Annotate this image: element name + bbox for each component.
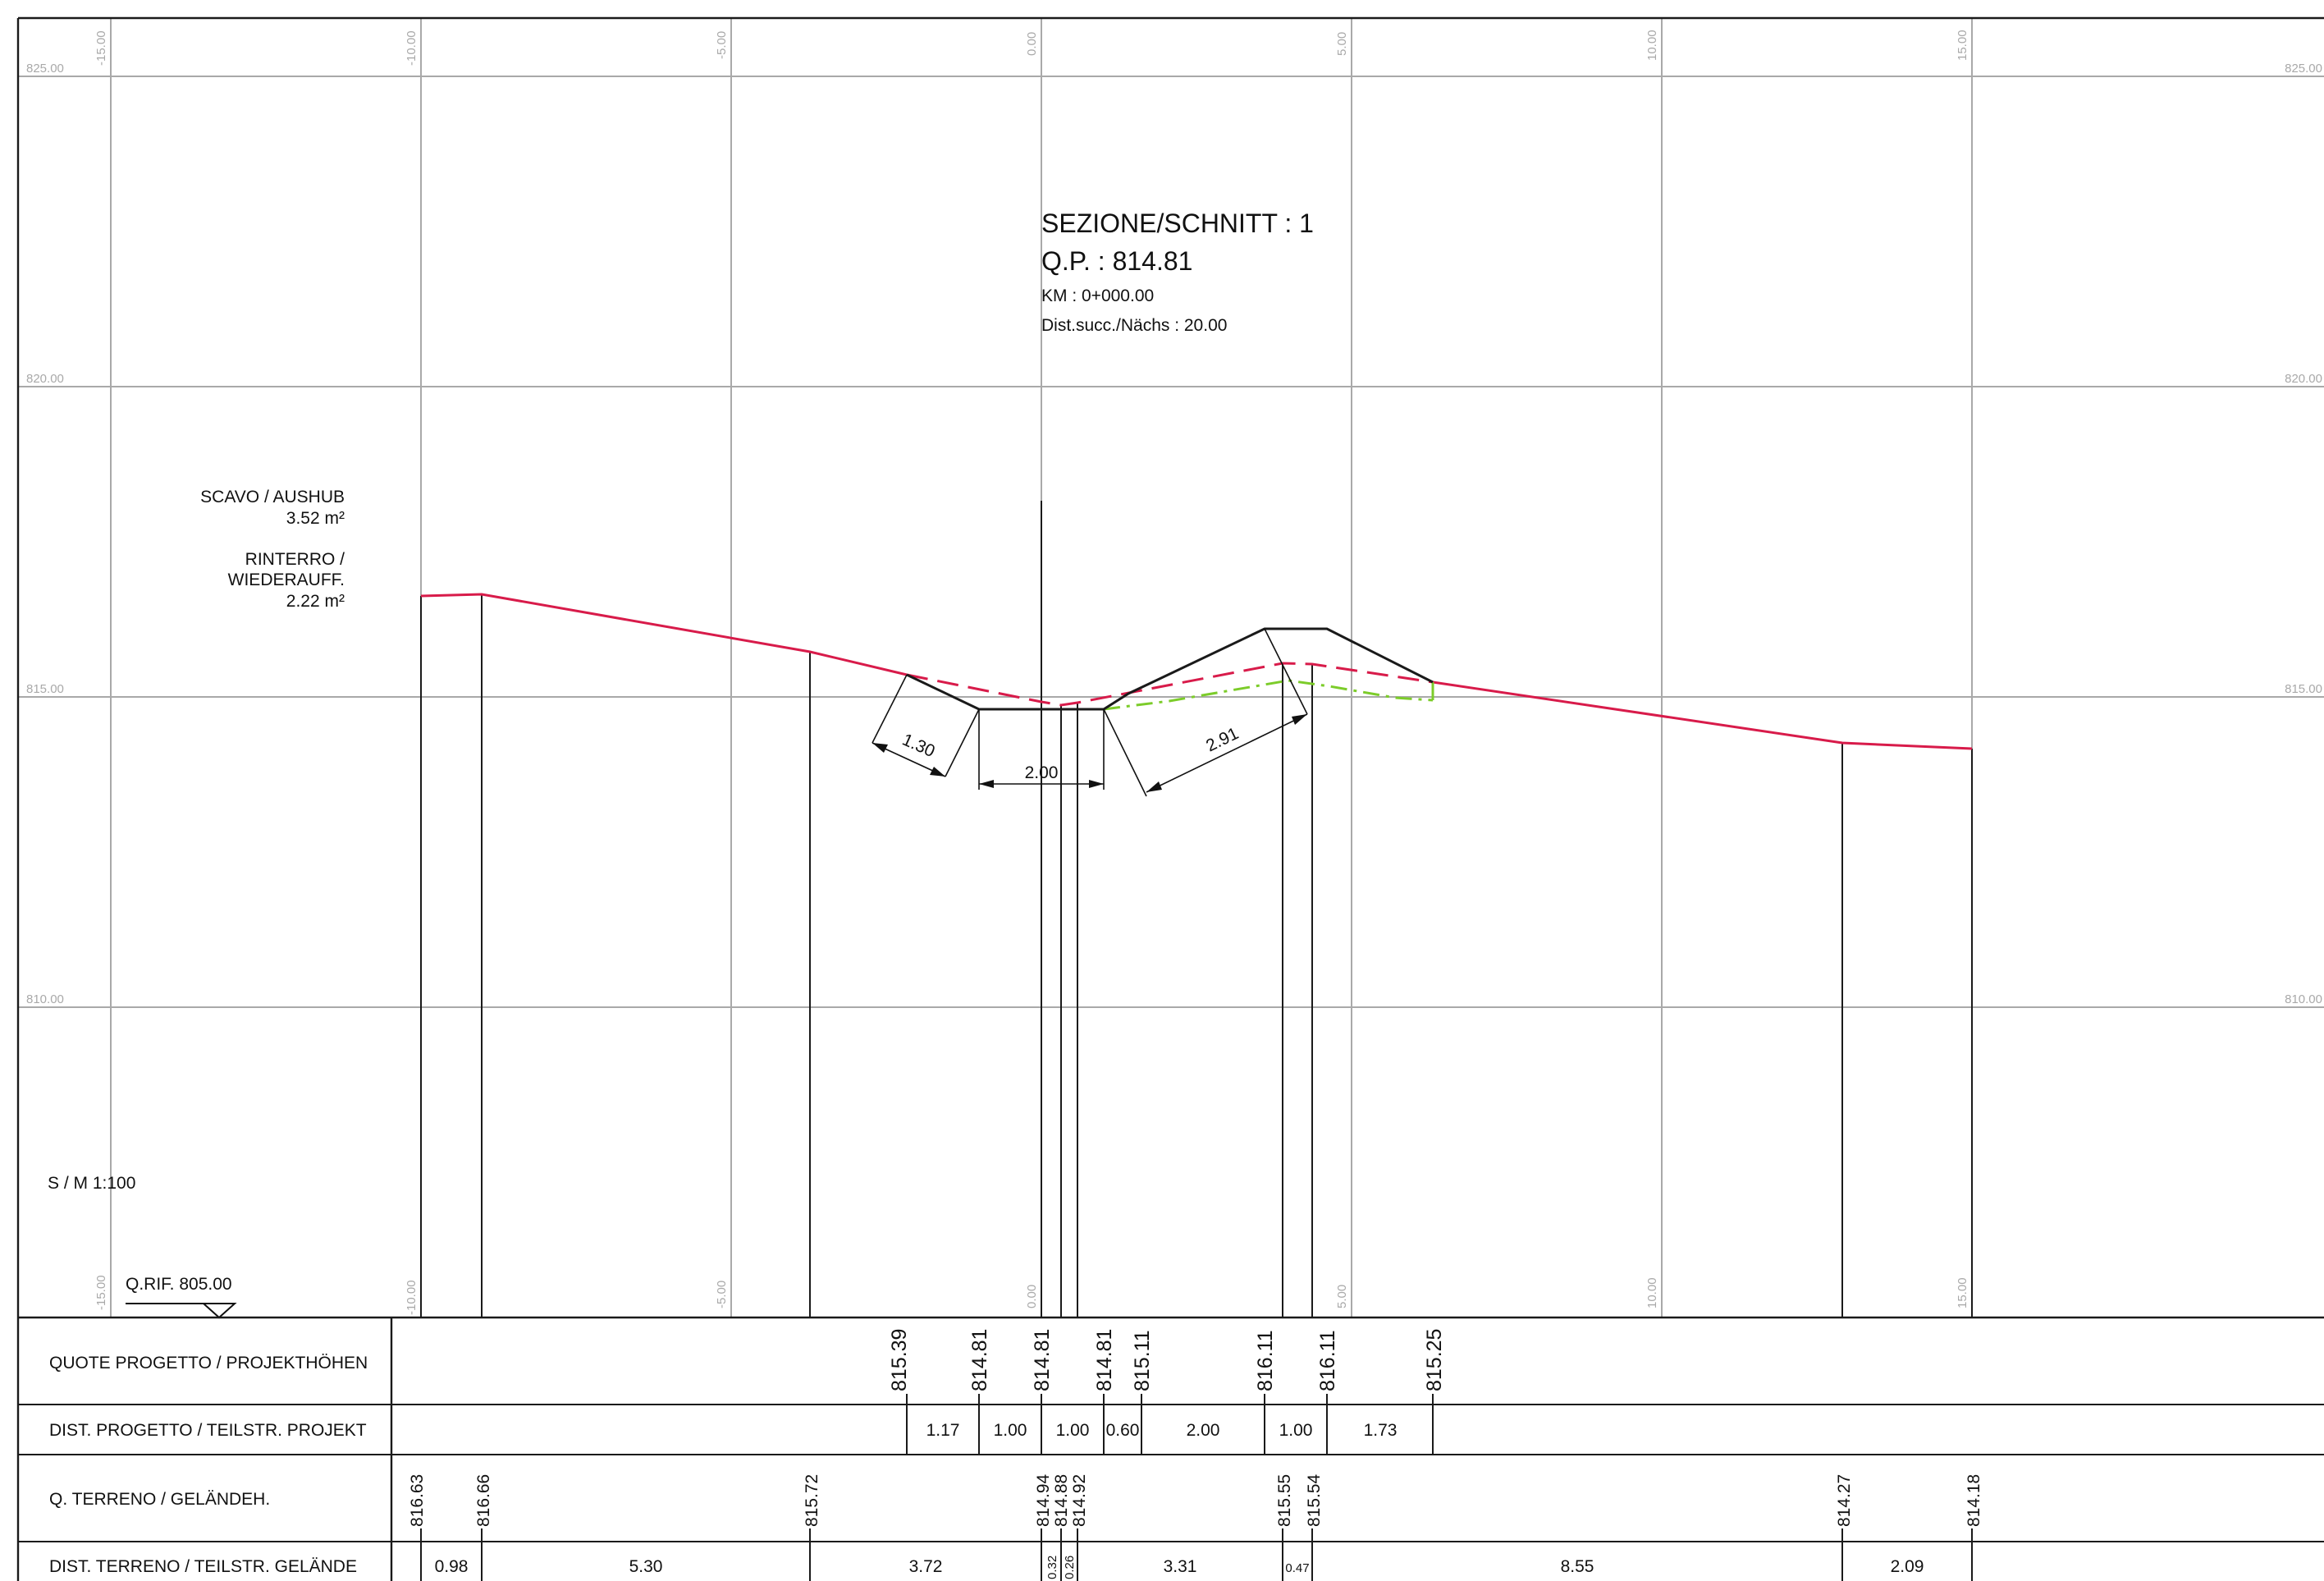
row-label-terrain-distances: DIST. TERRENO / TEILSTR. GELÄNDE — [49, 1557, 357, 1576]
backfill-label: RINTERRO / — [245, 550, 345, 569]
data-table: QUOTE PROGETTO / PROJEKTHÖHEN DIST. PROG… — [18, 1318, 2324, 1581]
terrain-distance: 0.26 — [1063, 1556, 1077, 1579]
project-height: 816.11 — [1254, 1330, 1277, 1391]
terrain-height: 814.18 — [1965, 1474, 1983, 1527]
reference-level-label: Q.RIF. 805.00 — [126, 1275, 232, 1294]
row-label-project-heights: QUOTE PROGETTO / PROJEKTHÖHEN — [49, 1354, 368, 1372]
terrain-height: 814.88 — [1052, 1474, 1071, 1527]
project-distance: 1.00 — [1279, 1421, 1313, 1440]
elevation-labels: 825.00 820.00 815.00 810.00 825.00 820.0… — [26, 62, 2322, 1006]
dimension-label: 2.00 — [1025, 763, 1059, 782]
x-tick-top: 5.00 — [1335, 32, 1349, 56]
terrain-height: 815.72 — [803, 1474, 821, 1527]
row-label-project-distances: DIST. PROGETTO / TEILSTR. PROJEKT — [49, 1421, 367, 1440]
terrain-height: 814.92 — [1070, 1474, 1089, 1527]
dimension-label: 2.91 — [1203, 724, 1242, 756]
project-distance: 1.00 — [1056, 1421, 1090, 1440]
dimension-1: 1.30 — [872, 674, 980, 777]
x-tick-bottom: -5.00 — [715, 1281, 729, 1308]
project-verticals — [1282, 690, 1313, 1318]
y-tick-left: 825.00 — [26, 62, 64, 76]
y-tick-right: 825.00 — [2285, 62, 2322, 76]
terrain-height: 814.94 — [1034, 1473, 1053, 1527]
reference-level: Q.RIF. 805.00 — [126, 1275, 237, 1319]
project-distance: 1.00 — [994, 1421, 1027, 1440]
x-tick-bottom: 0.00 — [1025, 1285, 1039, 1308]
x-tick-top: -10.00 — [405, 30, 419, 66]
project-height: 816.11 — [1316, 1330, 1339, 1391]
terrain-distance: 0.47 — [1285, 1561, 1309, 1575]
y-tick-left: 810.00 — [26, 992, 64, 1006]
x-tick-top: -15.00 — [94, 30, 108, 66]
elevation-grid — [18, 76, 2324, 1008]
x-tick-bottom: -15.00 — [94, 1275, 108, 1310]
x-tick-bottom: 5.00 — [1335, 1285, 1349, 1308]
reference-level-triangle — [201, 1303, 237, 1319]
terrain-height: 814.27 — [1835, 1474, 1854, 1527]
dimension-3: 2.91 — [1103, 628, 1308, 797]
project-height: 814.81 — [968, 1329, 991, 1391]
y-tick-left: 815.00 — [26, 682, 64, 696]
backfill-label: WIEDERAUFF. — [228, 571, 345, 589]
excavation-value: 3.52 m² — [286, 509, 345, 528]
dimension-2: 2.00 — [978, 709, 1105, 790]
terrain-height: 816.66 — [474, 1474, 493, 1527]
next-distance: Dist.succ./Nächs : 20.00 — [1041, 316, 1227, 335]
terrain-distance: 2.09 — [1891, 1557, 1924, 1576]
offset-labels: -15.00 -10.00 -5.00 0.00 5.00 10.00 15.0… — [94, 30, 1969, 1315]
chainage: KM : 0+000.00 — [1041, 286, 1154, 305]
project-height: 815.25 — [1423, 1329, 1446, 1391]
y-tick-right: 810.00 — [2285, 992, 2322, 1006]
terrain-height: 815.54 — [1305, 1473, 1324, 1527]
terrain-distance: 3.72 — [909, 1557, 943, 1576]
x-tick-bottom: 10.00 — [1645, 1277, 1659, 1308]
project-distance: 1.17 — [926, 1421, 960, 1440]
terrain-distance: 5.30 — [629, 1557, 663, 1576]
section-header: SEZIONE/SCHNITT : 1 Q.P. : 814.81 KM : 0… — [1041, 209, 1314, 335]
x-tick-bottom: -10.00 — [405, 1280, 419, 1315]
existing-terrain-dashed — [906, 662, 1434, 707]
row-label-terrain-heights: Q. TERRENO / GELÄNDEH. — [49, 1490, 270, 1509]
x-tick-top: 0.00 — [1025, 32, 1039, 56]
y-tick-right: 815.00 — [2285, 682, 2322, 696]
project-height: 815.11 — [1131, 1330, 1154, 1391]
reference-elevation: Q.P. : 814.81 — [1041, 246, 1192, 276]
project-distance: 1.73 — [1364, 1421, 1398, 1440]
x-tick-top: -5.00 — [715, 31, 729, 59]
project-distance: 0.60 — [1106, 1421, 1140, 1440]
terrain-distance: 8.55 — [1561, 1557, 1594, 1576]
terrain-line-right — [1432, 681, 1973, 750]
fill-line — [1103, 679, 1434, 711]
excavation-label: SCAVO / AUSHUB — [200, 488, 345, 506]
terrain-height: 816.63 — [408, 1474, 427, 1527]
terrain-line — [420, 593, 908, 676]
x-tick-top: 15.00 — [1956, 30, 1969, 61]
project-height: 815.39 — [888, 1329, 911, 1391]
area-notes: SCAVO / AUSHUB 3.52 m² RINTERRO / WIEDER… — [200, 488, 345, 611]
backfill-value: 2.22 m² — [286, 592, 345, 611]
section-title: SEZIONE/SCHNITT : 1 — [1041, 209, 1314, 238]
dimension-label: 1.30 — [899, 731, 938, 762]
project-height: 814.81 — [1031, 1329, 1054, 1391]
y-tick-right: 820.00 — [2285, 372, 2322, 386]
terrain-distance: 0.32 — [1045, 1556, 1059, 1579]
scale-label: S / M 1:100 — [48, 1174, 135, 1193]
project-distance: 2.00 — [1187, 1421, 1220, 1440]
x-tick-bottom: 15.00 — [1956, 1277, 1969, 1308]
y-tick-left: 820.00 — [26, 372, 64, 386]
project-height: 814.81 — [1093, 1329, 1116, 1391]
terrain-verticals — [420, 594, 1973, 1318]
terrain-distance: 0.98 — [435, 1557, 469, 1576]
x-tick-top: 10.00 — [1645, 30, 1659, 61]
terrain-height: 815.55 — [1275, 1474, 1294, 1527]
terrain-distance: 3.31 — [1164, 1557, 1197, 1576]
